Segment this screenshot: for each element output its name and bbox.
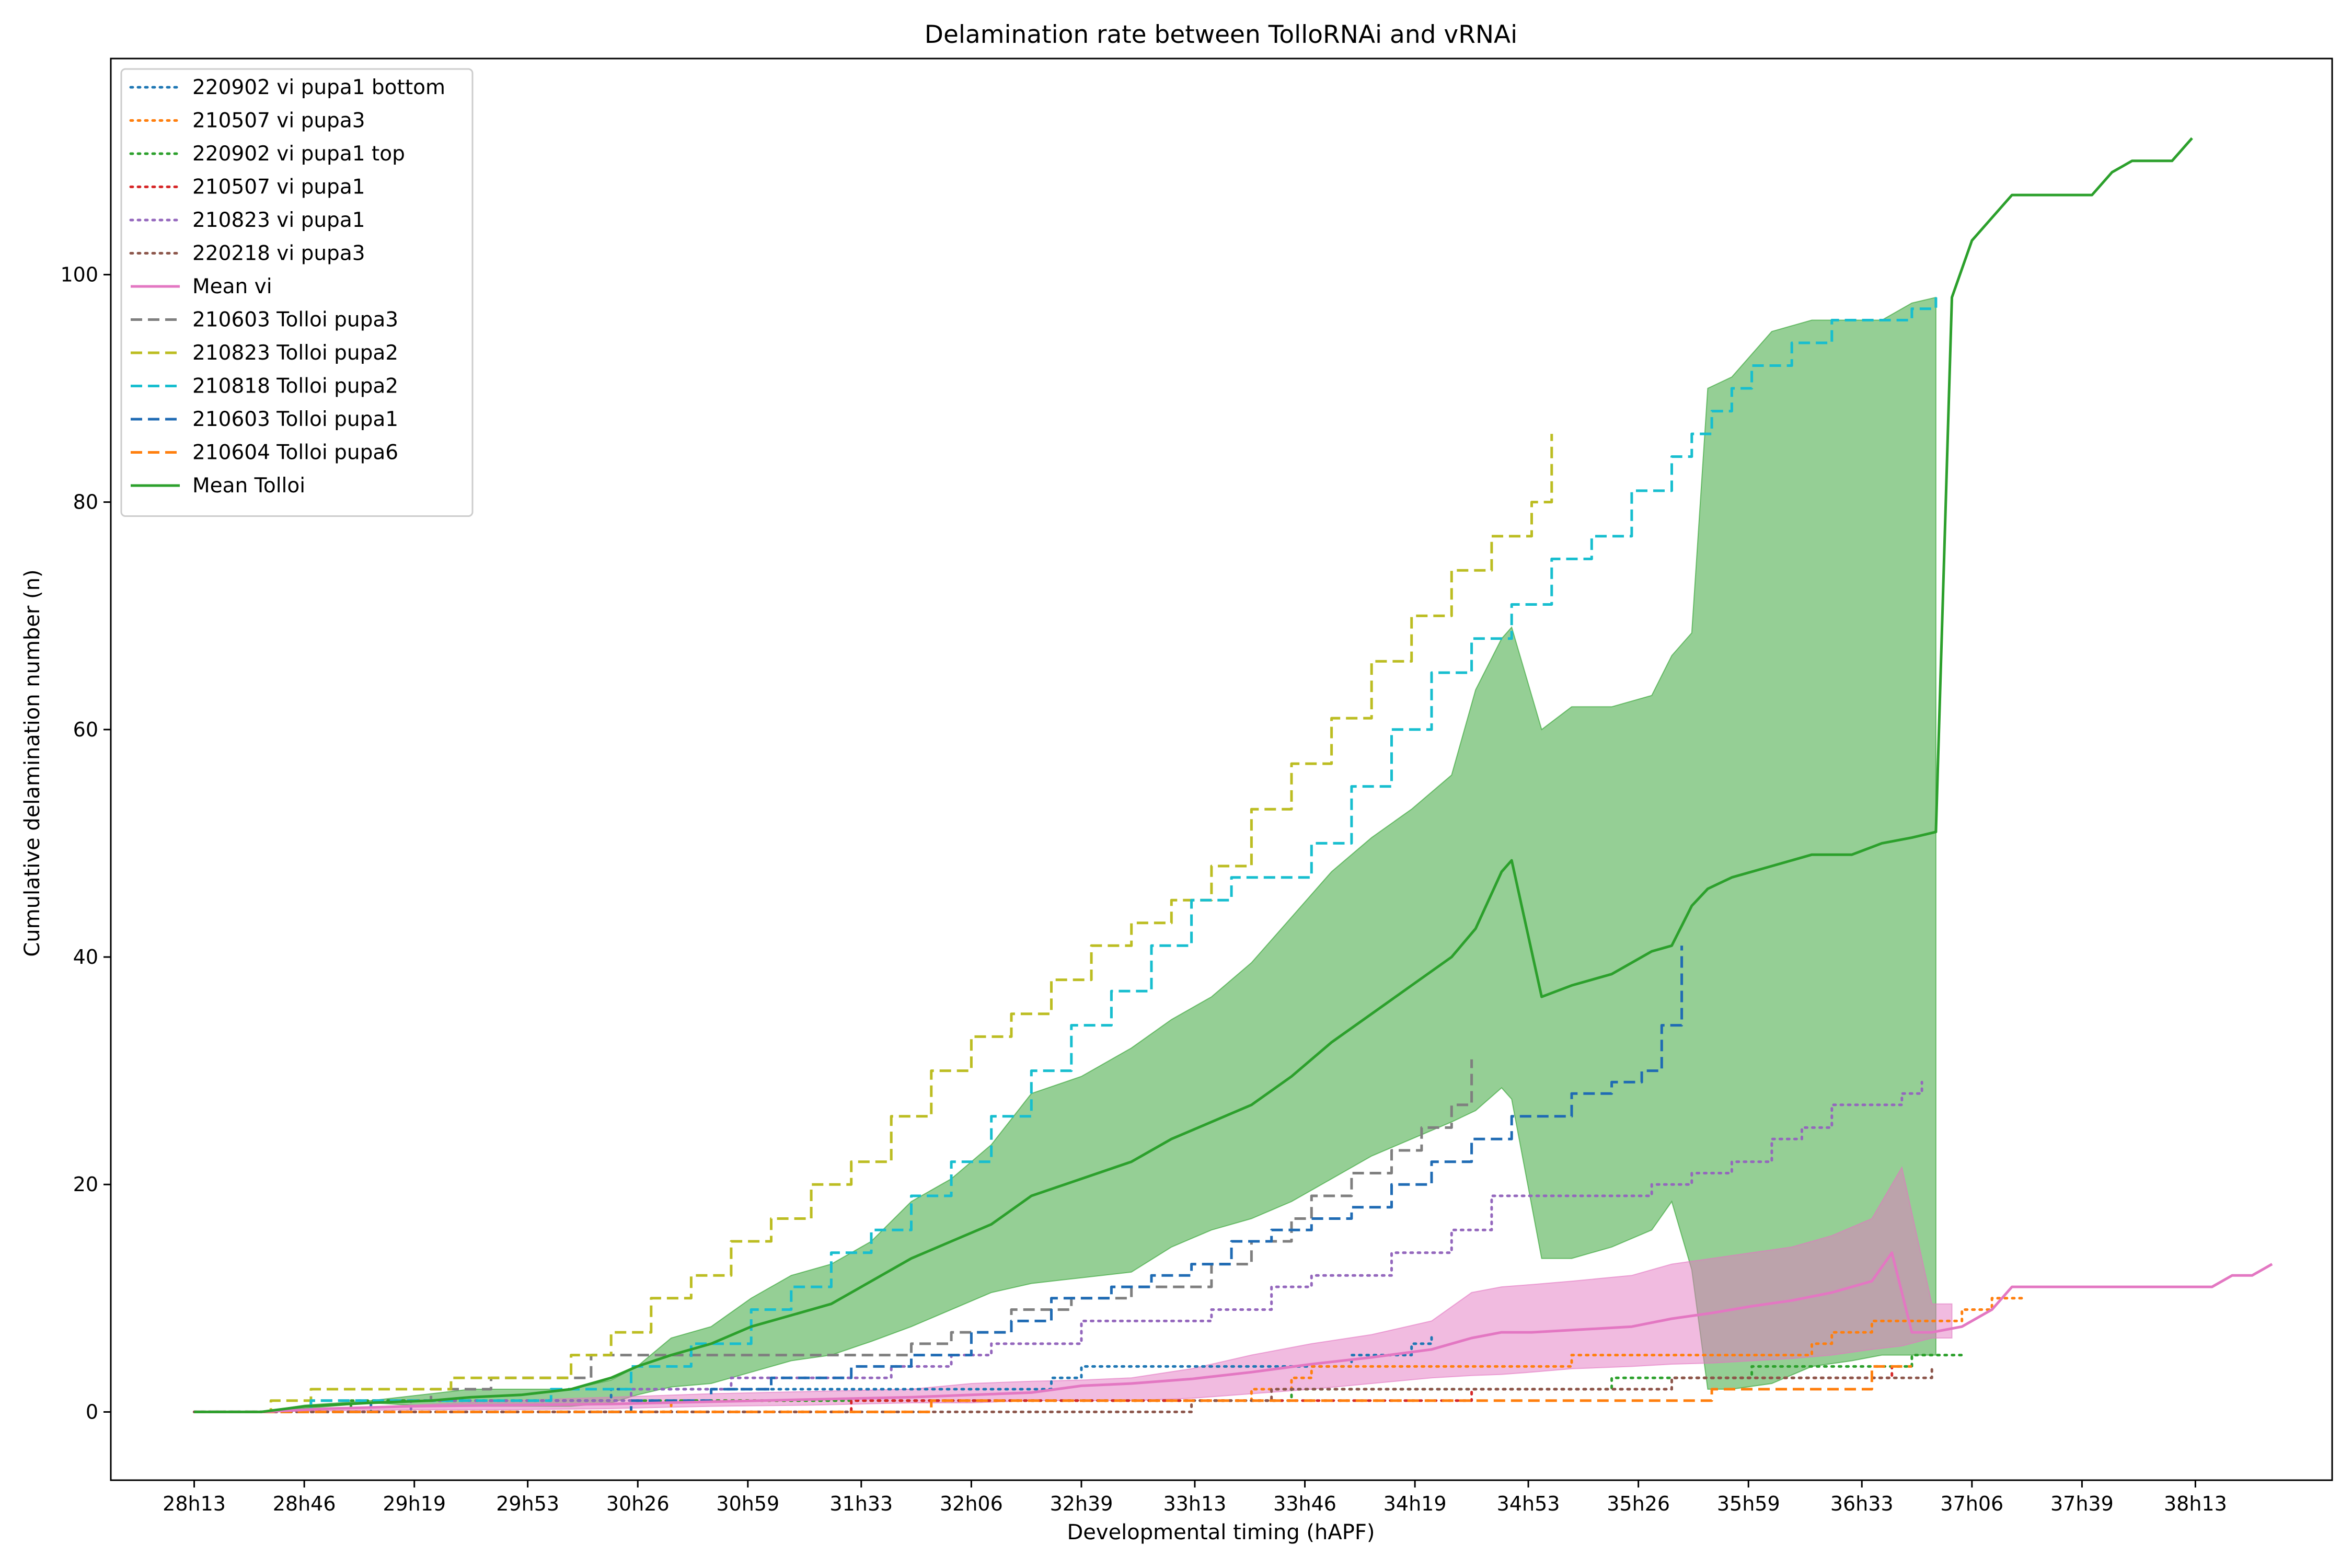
x-tick-label-2: 29h19 bbox=[383, 1492, 446, 1515]
chart-title: Delamination rate between TolloRNAi and … bbox=[925, 20, 1517, 49]
x-tick-label-17: 37h39 bbox=[2050, 1492, 2114, 1515]
legend-label-1: 210507 vi pupa3 bbox=[192, 109, 365, 133]
x-tick-label-18: 38h13 bbox=[2164, 1492, 2227, 1515]
y-tick-label-4: 80 bbox=[73, 491, 98, 514]
x-tick-label-5: 30h59 bbox=[716, 1492, 779, 1515]
legend-label-11: 210604 Tolloi pupa6 bbox=[192, 441, 398, 465]
legend-label-8: 210823 Tolloi pupa2 bbox=[192, 341, 398, 365]
x-tick-label-3: 29h53 bbox=[496, 1492, 559, 1515]
legend-label-7: 210603 Tolloi pupa3 bbox=[192, 308, 398, 332]
x-tick-label-13: 35h26 bbox=[1607, 1492, 1670, 1515]
x-tick-label-0: 28h13 bbox=[163, 1492, 226, 1515]
x-tick-label-15: 36h33 bbox=[1830, 1492, 1894, 1515]
plot-frame bbox=[110, 57, 2333, 1481]
x-tick-label-16: 37h06 bbox=[1940, 1492, 2003, 1515]
series-line-12 bbox=[194, 137, 2193, 1413]
y-tick-label-0: 0 bbox=[86, 1400, 98, 1423]
series-line-7 bbox=[194, 434, 1553, 1413]
legend: 220902 vi pupa1 bottom 210507 vi pupa3 220… bbox=[120, 68, 474, 517]
x-tick-label-4: 30h26 bbox=[606, 1492, 670, 1515]
legend-label-5: 220218 vi pupa3 bbox=[192, 242, 365, 266]
y-tick-label-2: 40 bbox=[73, 946, 98, 969]
x-axis-label: Developmental timing (hAPF) bbox=[1067, 1520, 1375, 1544]
x-tick-label-10: 33h46 bbox=[1273, 1492, 1336, 1515]
series-line-5 bbox=[193, 1365, 1933, 1413]
x-axis: 28h13 28h46 29h19 29h53 30h26 30h59 31h33 32h06… bbox=[163, 1480, 2227, 1515]
series-line-8 bbox=[194, 297, 1938, 1413]
legend-label-0: 220902 vi pupa1 bottom bbox=[192, 76, 445, 99]
y-tick-label-5: 100 bbox=[60, 263, 98, 286]
legend-label-12: Mean Tolloi bbox=[192, 474, 305, 498]
legend-box bbox=[120, 68, 474, 517]
y-axis: 0 20 40 60 80 100 bbox=[60, 263, 111, 1423]
x-tick-label-6: 31h33 bbox=[829, 1492, 893, 1515]
legend-label-2: 220902 vi pupa1 top bbox=[192, 142, 405, 166]
legend-label-9: 210818 Tolloi pupa2 bbox=[192, 375, 398, 398]
x-tick-label-9: 33h13 bbox=[1163, 1492, 1227, 1515]
series-line-3 bbox=[193, 1365, 1894, 1413]
y-tick-label-3: 60 bbox=[73, 718, 98, 741]
x-tick-label-14: 35h59 bbox=[1717, 1492, 1780, 1515]
x-tick-label-11: 34h19 bbox=[1383, 1492, 1447, 1515]
legend-label-6: Mean vi bbox=[192, 275, 272, 298]
x-tick-label-12: 34h53 bbox=[1497, 1492, 1560, 1515]
legend-label-4: 210823 vi pupa1 bbox=[192, 209, 365, 232]
legend-label-10: 210603 Tolloi pupa1 bbox=[192, 408, 398, 431]
x-tick-label-1: 28h46 bbox=[273, 1492, 336, 1515]
legend-label-3: 210507 vi pupa1 bbox=[192, 176, 365, 199]
y-tick-label-1: 20 bbox=[73, 1173, 98, 1196]
y-axis-label: Cumulative delamination number (n) bbox=[20, 569, 44, 956]
series-line-4 bbox=[193, 1080, 1923, 1413]
series-line-11 bbox=[194, 1251, 2273, 1413]
x-tick-label-8: 32h39 bbox=[1050, 1492, 1113, 1515]
x-tick-label-7: 32h06 bbox=[940, 1492, 1003, 1515]
series-line-10 bbox=[194, 1365, 1912, 1413]
